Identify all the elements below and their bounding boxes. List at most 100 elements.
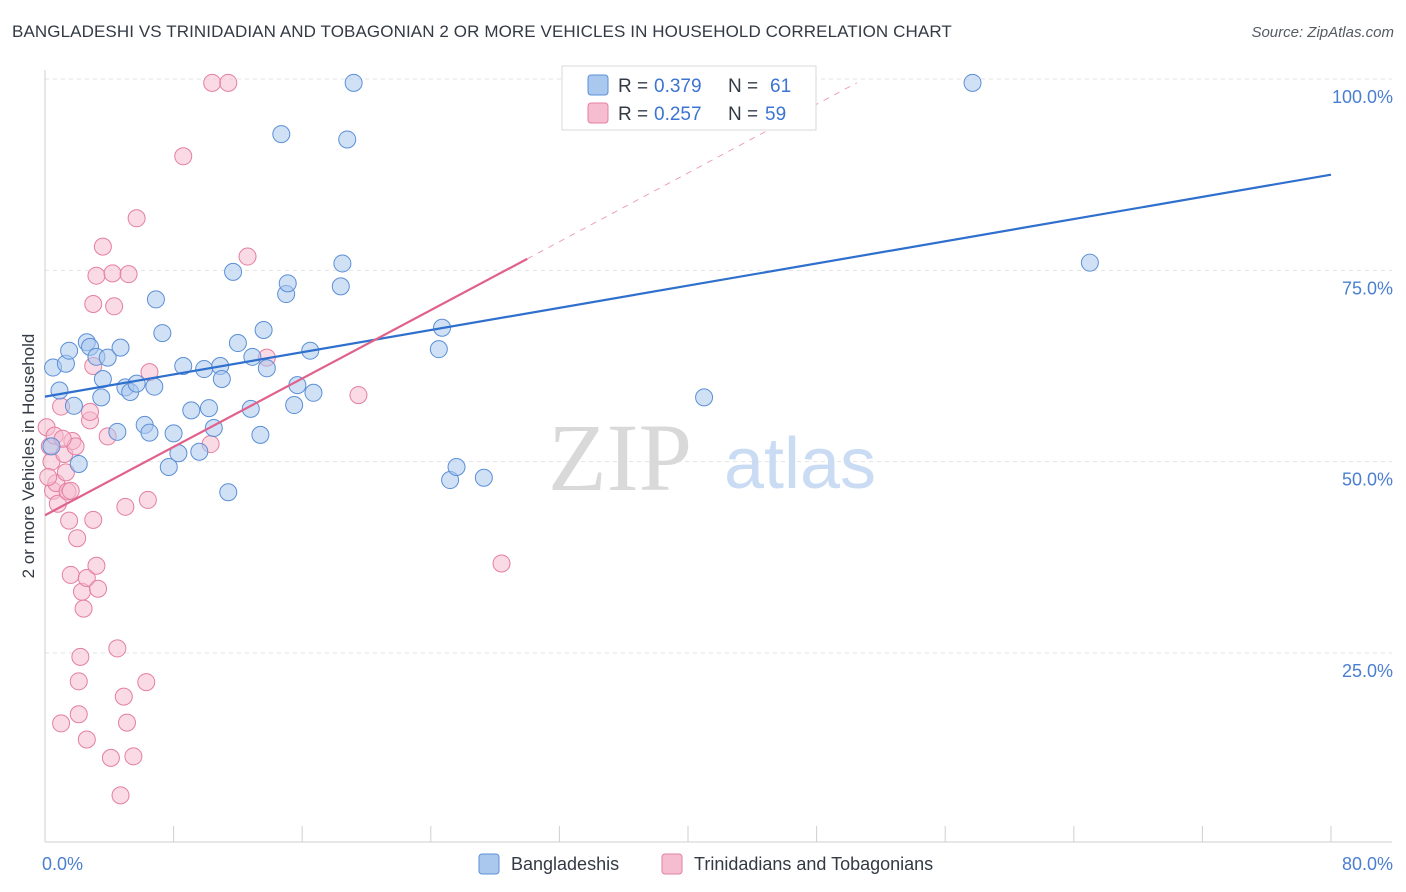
data-point-bangladeshis bbox=[64, 396, 83, 415]
data-point-bangladeshis bbox=[278, 274, 297, 293]
y-tick-label: 25.0% bbox=[1342, 661, 1393, 681]
data-point-trinidadians bbox=[114, 687, 133, 706]
data-point-bangladeshis bbox=[145, 377, 164, 396]
data-point-trinidadians bbox=[127, 209, 146, 228]
stats-swatch-bangladeshis bbox=[587, 74, 609, 96]
data-point-bangladeshis bbox=[338, 130, 357, 149]
data-point-bangladeshis bbox=[60, 341, 79, 360]
trend-lines bbox=[44, 82, 1332, 517]
stats-r-label: R = bbox=[618, 76, 648, 97]
data-point-trinidadians bbox=[124, 747, 143, 766]
y-tick-label: 75.0% bbox=[1342, 278, 1393, 298]
data-point-trinidadians bbox=[84, 295, 103, 314]
stats-r-label: R = bbox=[618, 104, 648, 125]
data-point-trinidadians bbox=[39, 467, 58, 486]
data-point-bangladeshis bbox=[429, 340, 448, 359]
data-point-bangladeshis bbox=[285, 396, 304, 415]
data-point-bangladeshis bbox=[42, 437, 61, 456]
data-point-trinidadians bbox=[56, 463, 75, 482]
data-point-bangladeshis bbox=[212, 370, 231, 389]
data-point-bangladeshis bbox=[219, 483, 238, 502]
data-point-trinidadians bbox=[203, 73, 222, 92]
data-point-bangladeshis bbox=[69, 454, 88, 473]
gridlines bbox=[45, 78, 1392, 654]
data-point-trinidadians bbox=[87, 266, 106, 285]
axes bbox=[44, 70, 1392, 843]
trend-line-trinidadians bbox=[44, 257, 528, 517]
data-point-bangladeshis bbox=[333, 254, 352, 273]
stats-n-value: 61 bbox=[770, 76, 791, 97]
data-point-bangladeshis bbox=[251, 425, 270, 444]
data-point-trinidadians bbox=[74, 599, 93, 618]
data-point-trinidadians bbox=[60, 511, 79, 530]
y-tick-label: 100.0% bbox=[1332, 87, 1393, 107]
legend: Bangladeshis Trinidadians and Tobagonian… bbox=[478, 853, 933, 875]
trend-line-trinidadians-extension bbox=[527, 82, 858, 260]
data-point-trinidadians bbox=[174, 147, 193, 166]
data-point-bangladeshis bbox=[199, 399, 218, 418]
data-point-trinidadians bbox=[71, 647, 90, 666]
stats-box: R = 0.379 N = 61 R = 0.257 N = 59 bbox=[561, 65, 817, 131]
data-point-trinidadians bbox=[101, 748, 120, 767]
legend-swatch-bangladeshis bbox=[478, 853, 500, 875]
data-point-trinidadians bbox=[81, 402, 100, 421]
data-point-bangladeshis bbox=[153, 324, 172, 343]
data-point-trinidadians bbox=[219, 73, 238, 92]
data-point-trinidadians bbox=[68, 529, 87, 548]
watermark-zip: ZIP bbox=[548, 404, 692, 511]
data-point-bangladeshis bbox=[447, 458, 466, 477]
data-point-trinidadians bbox=[138, 490, 157, 509]
data-point-bangladeshis bbox=[111, 338, 130, 357]
data-point-trinidadians bbox=[87, 556, 106, 575]
data-point-trinidadians bbox=[77, 730, 96, 749]
legend-label-bangladeshis: Bangladeshis bbox=[511, 854, 619, 874]
trend-line-bangladeshis bbox=[44, 173, 1332, 398]
data-point-trinidadians bbox=[117, 713, 136, 732]
data-point-trinidadians bbox=[105, 297, 124, 316]
data-point-trinidadians bbox=[119, 265, 138, 284]
stats-swatch-trinidadians bbox=[587, 102, 609, 124]
data-point-bangladeshis bbox=[140, 423, 159, 442]
data-point-bangladeshis bbox=[344, 73, 363, 92]
data-point-trinidadians bbox=[69, 672, 88, 691]
data-point-trinidadians bbox=[93, 237, 112, 256]
data-point-trinidadians bbox=[84, 510, 103, 529]
data-point-trinidadians bbox=[52, 714, 71, 733]
data-point-bangladeshis bbox=[331, 277, 350, 296]
data-point-trinidadians bbox=[103, 264, 122, 283]
data-point-bangladeshis bbox=[92, 388, 111, 407]
watermark-atlas: atlas bbox=[724, 424, 876, 504]
stats-n-value: 59 bbox=[765, 104, 786, 125]
data-point-trinidadians bbox=[77, 568, 96, 587]
stats-n-label: N = bbox=[728, 104, 758, 125]
data-point-trinidadians bbox=[137, 673, 156, 692]
watermark: ZIP atlas bbox=[548, 404, 876, 511]
data-point-trinidadians bbox=[61, 565, 80, 584]
data-point-bangladeshis bbox=[164, 424, 183, 443]
stats-n-label: N = bbox=[728, 76, 758, 97]
data-point-trinidadians bbox=[349, 386, 368, 405]
series-trinidadians-points bbox=[37, 73, 511, 805]
data-point-bangladeshis bbox=[146, 290, 165, 309]
x-tick-label: 80.0% bbox=[1342, 854, 1393, 874]
data-point-bangladeshis bbox=[159, 458, 178, 477]
data-point-trinidadians bbox=[89, 579, 108, 598]
data-point-bangladeshis bbox=[98, 348, 117, 367]
data-point-trinidadians bbox=[61, 481, 80, 500]
data-point-bangladeshis bbox=[174, 357, 193, 375]
legend-label-trinidadians: Trinidadians and Tobagonians bbox=[694, 854, 933, 874]
y-tick-labels: 25.0% 50.0% 75.0% 100.0% bbox=[1332, 87, 1393, 681]
data-point-trinidadians bbox=[238, 247, 257, 266]
data-point-bangladeshis bbox=[272, 125, 291, 144]
data-point-trinidadians bbox=[111, 786, 130, 805]
data-point-trinidadians bbox=[108, 639, 127, 658]
source-label: Source: ZipAtlas.com bbox=[1251, 24, 1394, 41]
data-point-bangladeshis bbox=[254, 321, 273, 340]
legend-swatch-trinidadians bbox=[661, 853, 683, 875]
data-point-bangladeshis bbox=[474, 468, 493, 487]
data-point-bangladeshis bbox=[108, 422, 127, 441]
data-point-bangladeshis bbox=[182, 401, 201, 420]
data-point-bangladeshis bbox=[257, 359, 276, 378]
x-tick-label: 0.0% bbox=[42, 854, 83, 874]
